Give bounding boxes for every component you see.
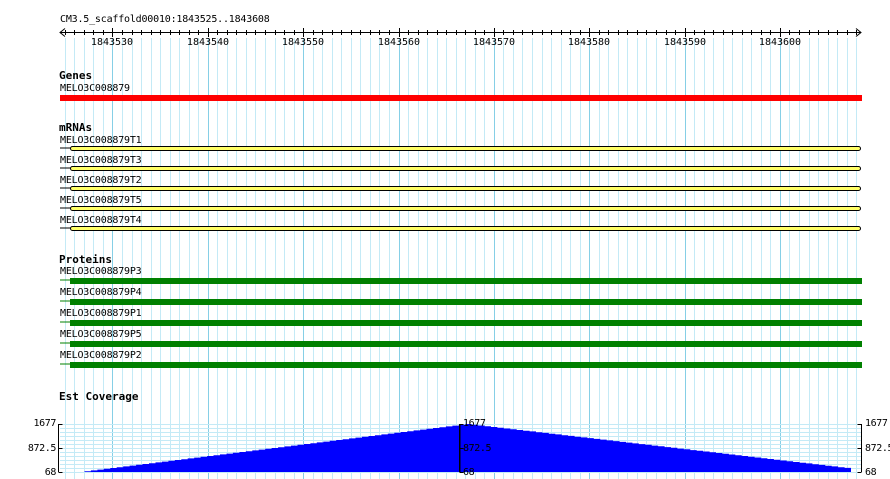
protein-feature: [60, 278, 862, 284]
protein-label[interactable]: MELO3C008879P1: [60, 308, 142, 319]
mrna-feature: [60, 226, 861, 231]
mrna-label[interactable]: MELO3C008879T4: [60, 215, 142, 226]
coverage-track: [58, 424, 862, 473]
coverage-scale-right: [857, 424, 862, 473]
ruler: [59, 28, 862, 37]
mrna-feature: [60, 186, 861, 191]
gene-label[interactable]: MELO3C008879: [60, 83, 130, 94]
mrna-exon: [70, 146, 861, 151]
mrnas-track-title: mRNAs: [59, 121, 93, 134]
ruler-tick-label: 1843560: [377, 37, 421, 48]
coverage-track-title: Est Coverage: [59, 390, 139, 403]
mrna-exon: [70, 206, 861, 211]
ruler-tick-label: 1843580: [567, 37, 611, 48]
coverage-max-label-center: 1677: [463, 418, 486, 429]
grid-lines: [65, 38, 857, 479]
protein-bar: [70, 341, 862, 347]
protein-label[interactable]: MELO3C008879P5: [60, 329, 142, 340]
gene-bar: [60, 95, 862, 101]
protein-label[interactable]: MELO3C008879P4: [60, 287, 142, 298]
coverage-max-label-right: 1677: [865, 418, 888, 429]
protein-label[interactable]: MELO3C008879P3: [60, 266, 142, 277]
protein-bar: [70, 278, 862, 284]
ruler-right-arrow: [855, 28, 862, 37]
coverage-scale-left: [58, 424, 63, 473]
protein-feature: [60, 341, 862, 347]
mrna-exon: [70, 166, 861, 171]
proteins-track-title: Proteins: [59, 253, 112, 266]
ruler-tick-label: 1843570: [472, 37, 516, 48]
coverage-area: [78, 424, 851, 472]
mrna-exon: [70, 186, 861, 191]
ruler-left-arrow: [59, 28, 66, 37]
ruler-tick-label: 1843530: [90, 37, 134, 48]
coverage-mid-label-right: 872.5: [865, 443, 890, 454]
ruler-tick-label: 1843590: [663, 37, 707, 48]
mrna-label[interactable]: MELO3C008879T1: [60, 135, 142, 146]
protein-feature: [60, 320, 862, 326]
coverage-mid-label-left: 872.5: [27, 443, 57, 454]
mrna-exon: [70, 226, 861, 231]
coverage-max-label-left: 1677: [33, 418, 57, 429]
mrna-feature: [60, 166, 861, 171]
protein-bar: [70, 362, 862, 368]
coverage-min-label-center: 68: [463, 467, 475, 478]
mrna-label[interactable]: MELO3C008879T3: [60, 155, 142, 166]
protein-label[interactable]: MELO3C008879P2: [60, 350, 142, 361]
protein-bar: [70, 299, 862, 305]
genes-track-title: Genes: [59, 69, 93, 82]
region-label: CM3.5_scaffold00010:1843525..1843608: [60, 14, 270, 25]
coverage-min-label-left: 68: [44, 467, 57, 478]
ruler-tick-label: 1843600: [758, 37, 802, 48]
mrna-feature: [60, 146, 861, 151]
mrna-label[interactable]: MELO3C008879T5: [60, 195, 142, 206]
ruler-tick-label: 1843550: [281, 37, 325, 48]
protein-feature: [60, 299, 862, 305]
mrna-feature: [60, 206, 861, 211]
ruler-tick-label: 1843540: [186, 37, 230, 48]
protein-bar: [70, 320, 862, 326]
coverage-min-label-right: 68: [865, 467, 877, 478]
protein-feature: [60, 362, 862, 368]
coverage-mid-label-center: 872.5: [463, 443, 492, 454]
mrna-label[interactable]: MELO3C008879T2: [60, 175, 142, 186]
